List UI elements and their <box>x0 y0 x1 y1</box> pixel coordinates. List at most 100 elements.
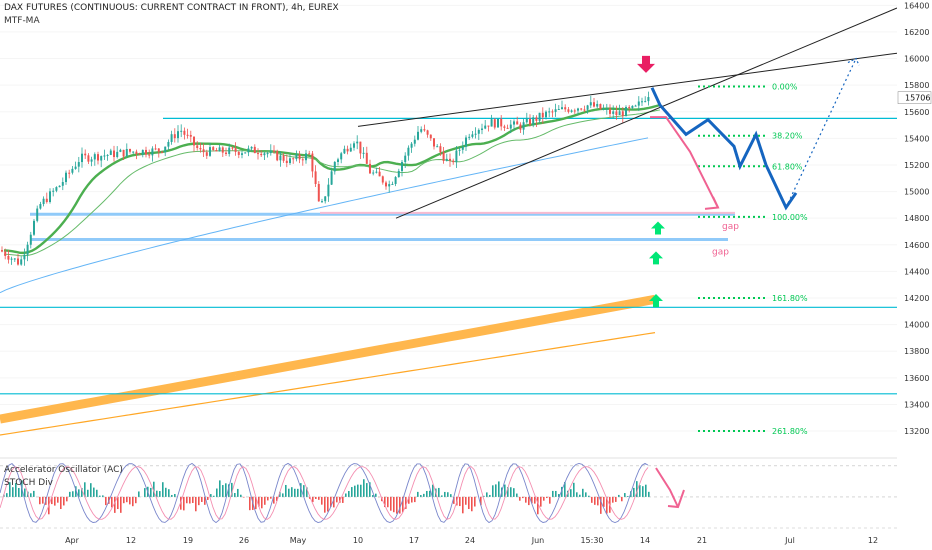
candle-body <box>321 201 323 203</box>
candle-body <box>100 156 103 161</box>
ac-bar <box>342 496 344 503</box>
candle-body <box>641 101 643 103</box>
gap-label: gap <box>712 247 729 257</box>
ac-bar <box>15 483 17 497</box>
candle-body <box>74 166 77 169</box>
candle-body <box>225 152 227 154</box>
candle-body <box>132 151 135 153</box>
ac-bar <box>99 495 101 497</box>
candle-body <box>554 109 557 112</box>
ac-bar <box>294 488 296 497</box>
candle-body <box>215 150 218 152</box>
candle-body <box>513 121 515 125</box>
candle-body <box>298 154 301 160</box>
ac-bar <box>618 494 620 497</box>
candle-body <box>58 185 61 188</box>
candle-body <box>612 111 615 114</box>
x-tick-label: 24 <box>465 536 475 545</box>
candle-body <box>273 150 275 152</box>
up-arrow-icon <box>649 293 663 307</box>
candle-body <box>381 176 384 183</box>
ac-bar <box>546 496 548 499</box>
candle-body <box>7 255 10 260</box>
ac-bar <box>591 496 593 503</box>
candle-body <box>484 125 487 129</box>
ac-bar <box>132 496 134 507</box>
candle-body <box>65 172 67 183</box>
ac-bar <box>279 491 281 497</box>
pink-projection <box>650 116 719 208</box>
stoch-d-line <box>0 466 649 520</box>
candle-body <box>84 153 87 156</box>
x-tick-label: Jun <box>531 536 545 545</box>
candle-body <box>103 155 106 157</box>
candle-body <box>471 134 474 137</box>
candle-body <box>522 122 525 130</box>
ac-bar <box>510 487 512 497</box>
ac-bar <box>633 487 635 497</box>
ac-bar <box>234 493 236 497</box>
candle-body <box>193 136 195 146</box>
y-tick-label: 14600 <box>904 241 929 250</box>
candle-body <box>449 158 451 161</box>
ac-bar <box>138 491 140 497</box>
ac-bar <box>264 496 266 505</box>
candle-body <box>599 103 602 110</box>
grid <box>0 4 897 432</box>
candle-body <box>276 151 279 161</box>
ac-bar <box>78 489 80 497</box>
candle-body <box>506 127 509 129</box>
candle-body <box>196 145 199 148</box>
candle-body <box>413 139 416 144</box>
ac-bar <box>576 492 578 497</box>
ac-bar <box>204 496 206 505</box>
candle-body <box>260 153 263 156</box>
ac-bar <box>354 485 356 497</box>
candle-body <box>81 153 83 163</box>
ac-bar <box>135 496 137 504</box>
candle-body <box>410 143 413 148</box>
candle-body <box>266 153 269 155</box>
candle-body <box>404 155 407 163</box>
ac-bar <box>531 496 533 504</box>
ac-bar <box>387 496 389 508</box>
candle-body <box>573 110 576 112</box>
candle-body <box>439 146 442 153</box>
candle-body <box>180 130 183 132</box>
signal-arrows <box>637 55 665 307</box>
candle-body <box>52 190 55 192</box>
candle-body <box>113 150 115 158</box>
thin-ma-band <box>0 332 656 436</box>
ac-bar <box>552 490 554 497</box>
ac-bar <box>528 496 530 506</box>
oscillator-title-2: STOCH Div <box>4 478 53 488</box>
candle-body <box>285 160 288 164</box>
ac-bar <box>426 490 428 497</box>
ac-bar <box>474 496 476 507</box>
candle-body <box>199 147 202 150</box>
ac-bar <box>522 496 524 499</box>
ac-bar <box>201 496 203 502</box>
x-tick-label: Apr <box>65 536 80 545</box>
ac-bar <box>516 493 518 497</box>
candle-body <box>516 121 519 125</box>
candle-body <box>426 130 429 135</box>
y-tick-label: 16000 <box>904 55 929 64</box>
candle-body <box>388 184 391 187</box>
ac-bar <box>129 496 131 505</box>
candle-body <box>493 119 496 128</box>
ac-bar <box>51 496 53 505</box>
ac-bar <box>117 496 119 510</box>
x-tick-label: 10 <box>353 536 363 545</box>
ac-bar <box>321 496 323 505</box>
candle-body <box>580 108 583 110</box>
candle-body <box>417 131 419 140</box>
ac-bar <box>180 496 182 510</box>
candle-body <box>394 177 397 184</box>
ac-bar <box>462 496 464 514</box>
candle-body <box>109 150 112 155</box>
candle-body <box>548 111 551 113</box>
candle-body <box>173 134 176 139</box>
ac-bar <box>81 488 83 497</box>
ac-bar <box>261 496 263 509</box>
